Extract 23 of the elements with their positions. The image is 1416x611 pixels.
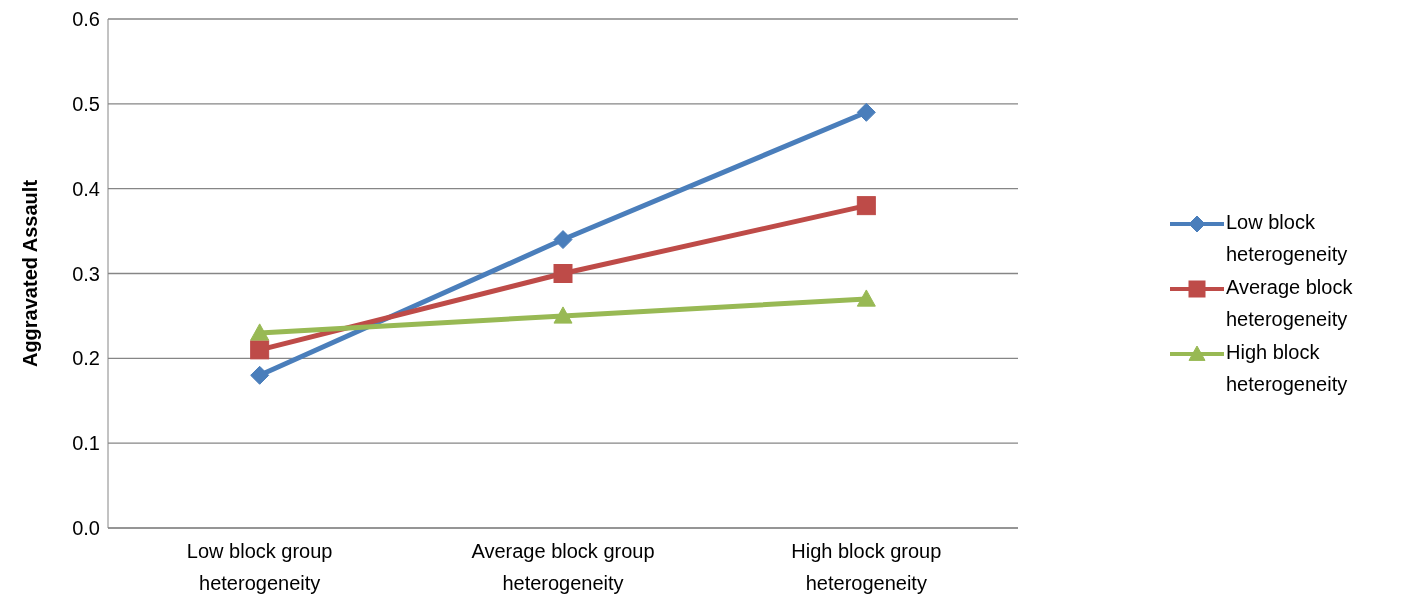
point — [250, 365, 270, 385]
legend-label: Low block heterogeneity — [1226, 209, 1349, 267]
point — [553, 264, 573, 283]
y-tick-label: 0.6 — [72, 8, 100, 31]
y-tick-label: 0.2 — [72, 347, 100, 370]
y-tick-label: 0.0 — [72, 517, 100, 540]
x-tick-label: High block group heterogeneity — [791, 540, 942, 594]
y-tick-label: 0.3 — [72, 262, 100, 285]
point — [553, 306, 573, 324]
point — [856, 102, 876, 122]
x-tick-label: Low block group heterogeneity — [186, 540, 333, 594]
legend-label: Average block heterogeneity — [1226, 274, 1354, 332]
point — [250, 340, 270, 360]
x-tick-label: Average block group heterogeneity — [471, 540, 655, 594]
y-tick-label: 0.5 — [72, 92, 100, 115]
y-tick-label: 0.1 — [72, 432, 100, 455]
point — [553, 230, 573, 250]
point — [250, 323, 270, 341]
point — [856, 289, 876, 307]
point — [856, 196, 876, 216]
legend-label: High block heterogeneity — [1226, 339, 1349, 397]
y-tick-label: 0.4 — [72, 177, 100, 200]
y-axis-title: Aggravated Assault — [19, 179, 42, 368]
